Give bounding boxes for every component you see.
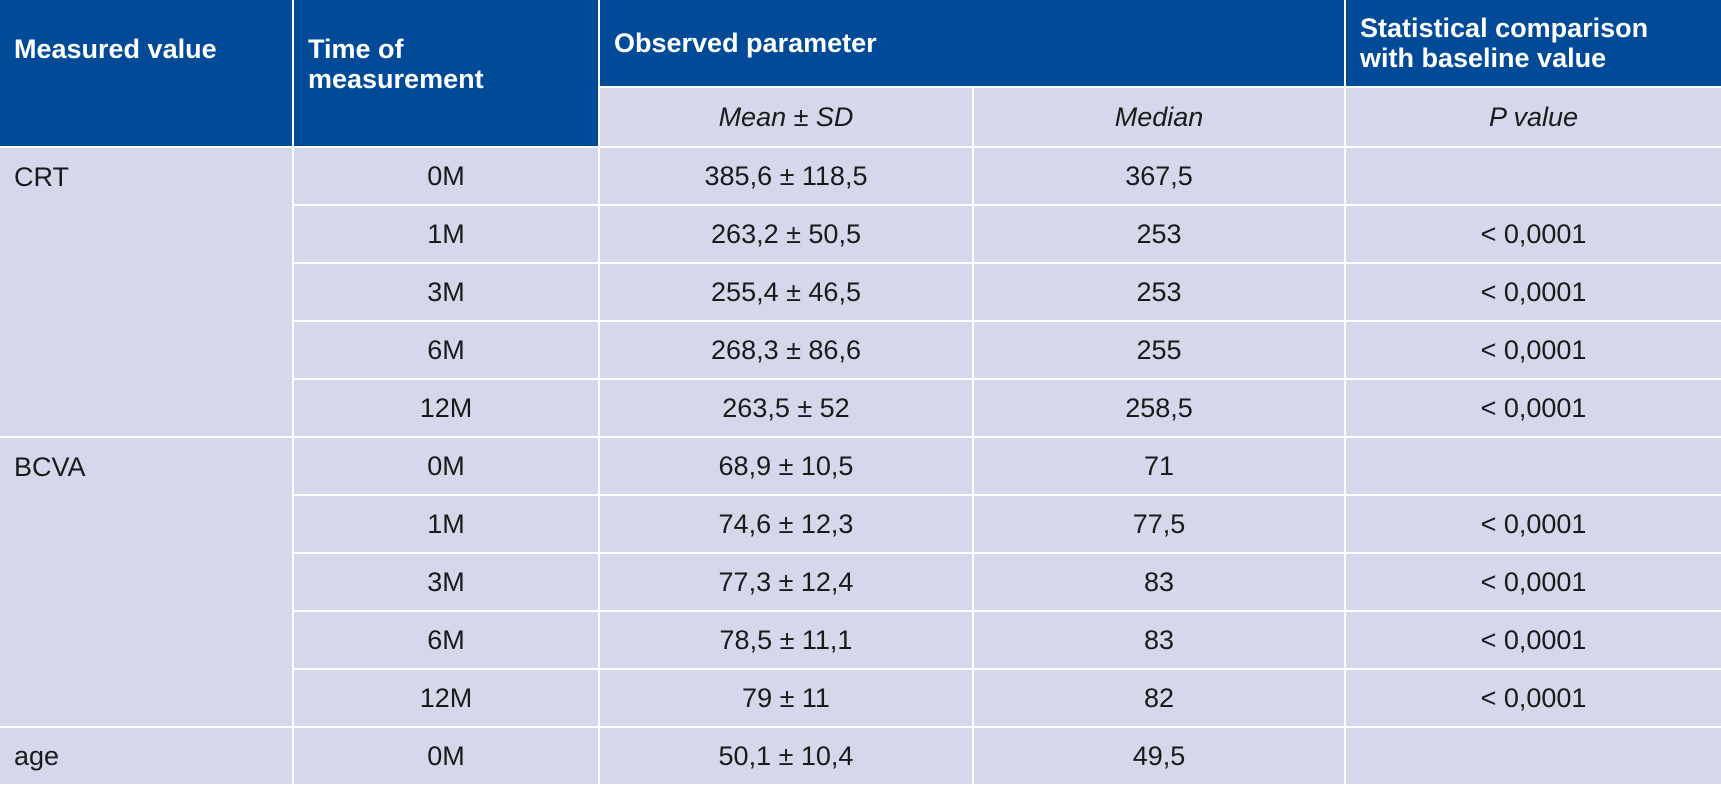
p-value-cell: < 0,0001 xyxy=(1346,322,1721,380)
header-observed-parameter: Observed parameter xyxy=(600,0,1347,88)
time-cell: 6M xyxy=(294,612,600,670)
median-cell: 253 xyxy=(974,206,1347,264)
subheader-p-value: P value xyxy=(1346,88,1721,148)
measured-value-cell: BCVA xyxy=(0,438,294,728)
median-cell: 83 xyxy=(974,554,1347,612)
time-cell: 12M xyxy=(294,670,600,728)
table-row: 12M 263,5 ± 52 258,5 < 0,0001 xyxy=(0,380,1721,438)
time-cell: 12M xyxy=(294,380,600,438)
mean-sd-cell: 268,3 ± 86,6 xyxy=(600,322,974,380)
median-cell: 253 xyxy=(974,264,1347,322)
time-cell: 6M xyxy=(294,322,600,380)
mean-sd-cell: 78,5 ± 11,1 xyxy=(600,612,974,670)
p-value-cell xyxy=(1346,728,1721,786)
median-cell: 83 xyxy=(974,612,1347,670)
table-row: 3M 255,4 ± 46,5 253 < 0,0001 xyxy=(0,264,1721,322)
median-cell: 71 xyxy=(974,438,1347,496)
mean-sd-cell: 255,4 ± 46,5 xyxy=(600,264,974,322)
median-cell: 367,5 xyxy=(974,148,1347,206)
mean-sd-cell: 79 ± 11 xyxy=(600,670,974,728)
time-cell: 3M xyxy=(294,264,600,322)
mean-sd-cell: 74,6 ± 12,3 xyxy=(600,496,974,554)
p-value-cell: < 0,0001 xyxy=(1346,554,1721,612)
table-row: 12M 79 ± 11 82 < 0,0001 xyxy=(0,670,1721,728)
header-measured-value: Measured value xyxy=(0,0,294,148)
p-value-cell: < 0,0001 xyxy=(1346,670,1721,728)
table-row: 6M 78,5 ± 11,1 83 < 0,0001 xyxy=(0,612,1721,670)
table-row: BCVA 0M 68,9 ± 10,5 71 xyxy=(0,438,1721,728)
time-cell: 0M xyxy=(294,148,600,206)
p-value-cell: < 0,0001 xyxy=(1346,612,1721,670)
median-cell: 77,5 xyxy=(974,496,1347,554)
mean-sd-cell: 263,5 ± 52 xyxy=(600,380,974,438)
table-row: 1M 263,2 ± 50,5 253 < 0,0001 xyxy=(0,206,1721,264)
measured-value-cell: CRT xyxy=(0,148,294,438)
p-value-cell: < 0,0001 xyxy=(1346,496,1721,554)
time-cell: 0M xyxy=(294,438,600,496)
median-cell: 82 xyxy=(974,670,1347,728)
time-cell: 3M xyxy=(294,554,600,612)
p-value-cell: < 0,0001 xyxy=(1346,206,1721,264)
mean-sd-cell: 385,6 ± 118,5 xyxy=(600,148,974,206)
header-time-of-measurement: Time of measurement xyxy=(294,0,600,148)
subheader-mean-sd: Mean ± SD xyxy=(600,88,974,148)
median-cell: 49,5 xyxy=(974,728,1347,786)
median-cell: 258,5 xyxy=(974,380,1347,438)
header-statistical-comparison: Statistical comparison with baseline val… xyxy=(1346,0,1721,88)
mean-sd-cell: 68,9 ± 10,5 xyxy=(600,438,974,496)
mean-sd-cell: 77,3 ± 12,4 xyxy=(600,554,974,612)
table-row: 3M 77,3 ± 12,4 83 < 0,0001 xyxy=(0,554,1721,612)
mean-sd-cell: 50,1 ± 10,4 xyxy=(600,728,974,786)
mean-sd-cell: 263,2 ± 50,5 xyxy=(600,206,974,264)
p-value-cell: < 0,0001 xyxy=(1346,264,1721,322)
p-value-cell: < 0,0001 xyxy=(1346,380,1721,438)
p-value-cell xyxy=(1346,438,1721,496)
time-cell: 0M xyxy=(294,728,600,786)
p-value-cell xyxy=(1346,148,1721,206)
table-row: age 0M 50,1 ± 10,4 49,5 xyxy=(0,728,1721,786)
median-cell: 255 xyxy=(974,322,1347,380)
table-row: CRT 0M 385,6 ± 118,5 367,5 xyxy=(0,148,1721,438)
table-row: 6M 268,3 ± 86,6 255 < 0,0001 xyxy=(0,322,1721,380)
table-body: CRT 0M 385,6 ± 118,5 367,5 1M 263,2 ± 50,5 253… xyxy=(0,148,1721,786)
subheader-median: Median xyxy=(974,88,1347,148)
table-row: 1M 74,6 ± 12,3 77,5 < 0,0001 xyxy=(0,496,1721,554)
time-cell: 1M xyxy=(294,496,600,554)
table-header: Measured value Time of measurement Obser… xyxy=(0,0,1721,148)
measured-value-cell: age xyxy=(0,728,294,786)
time-cell: 1M xyxy=(294,206,600,264)
